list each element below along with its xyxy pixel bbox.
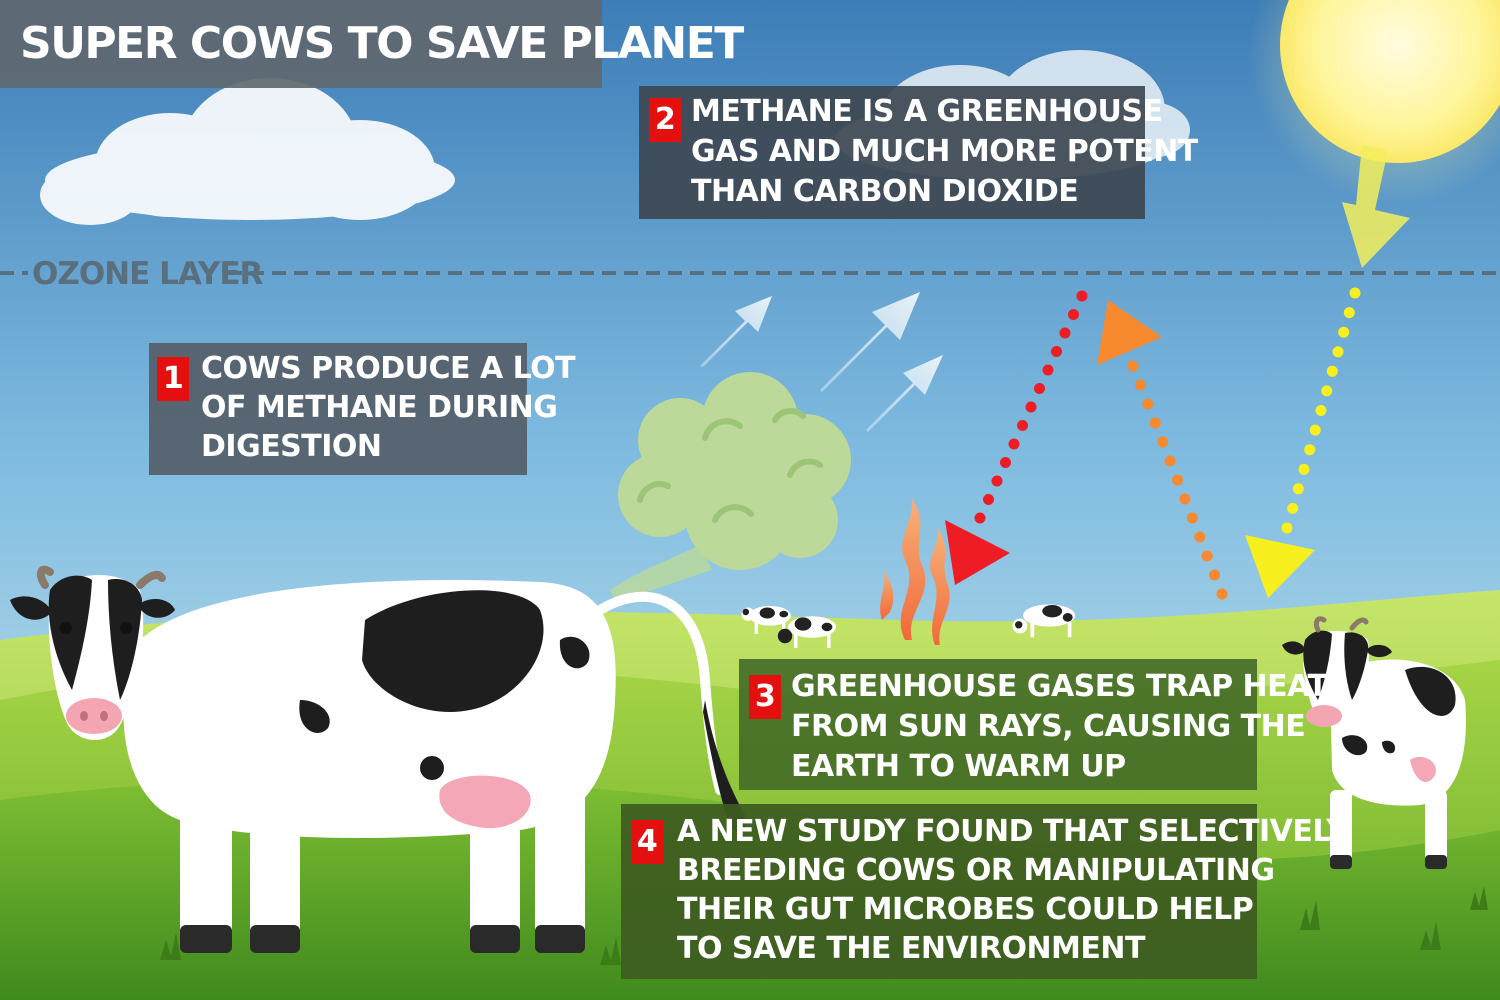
grass-tufts: [160, 886, 1488, 965]
cloud-left-icon: [40, 78, 455, 225]
ray-dot: [1134, 379, 1146, 391]
step-2-line: THAN CARBON DIOXIDE: [691, 174, 1079, 209]
ray-dot: [1338, 326, 1350, 338]
ray-dot: [1179, 493, 1191, 505]
ray-dot: [1034, 383, 1045, 394]
step-4-line: TO SAVE THE ENVIRONMENT: [677, 931, 1145, 966]
step-1-number: 1: [157, 357, 189, 401]
ray-dot: [1000, 457, 1011, 468]
step-3-line: EARTH TO WARM UP: [791, 749, 1126, 784]
ray-dot: [1292, 483, 1304, 495]
orange-arrowhead-icon: [1097, 300, 1162, 365]
step-4-line: A NEW STUDY FOUND THAT SELECTIVELY: [677, 814, 1348, 849]
ray-dot: [1326, 365, 1338, 377]
step-1-line: OF METHANE DURING: [201, 390, 558, 425]
background-cow-icon: [741, 605, 791, 634]
ray-dot: [1194, 531, 1206, 543]
step-4-number: 4: [631, 820, 663, 864]
step-4-line: BREEDING COWS OR MANIPULATING: [677, 853, 1275, 888]
heat-ray-red: [945, 290, 1088, 585]
ozone-layer-label: OZONE LAYER: [32, 256, 263, 292]
reflected-ray-orange: [1097, 300, 1228, 600]
ray-dot: [1164, 455, 1176, 467]
title-banner: SUPER COWS TO SAVE PLANET: [0, 0, 744, 88]
step-1-line: COWS PRODUCE A LOT: [201, 351, 576, 386]
ray-dot: [1201, 550, 1213, 562]
ray-dot: [983, 494, 994, 505]
ray-dot: [1349, 287, 1361, 299]
step-2-text: METHANE IS A GREENHOUSE GAS AND MUCH MOR…: [691, 92, 1198, 212]
sun-ray-yellow: [1245, 145, 1410, 598]
step-4-text: A NEW STUDY FOUND THAT SELECTIVELY BREED…: [677, 812, 1348, 968]
ray-dot: [1298, 463, 1310, 475]
rise-arrow-icon: [866, 355, 943, 432]
ray-dot: [1008, 438, 1020, 450]
ray-dot: [1127, 360, 1139, 372]
ray-dot: [1209, 569, 1221, 581]
ray-dot: [1157, 436, 1169, 448]
step-1-text: COWS PRODUCE A LOT OF METHANE DURING DIG…: [201, 349, 576, 466]
ray-dot: [1076, 290, 1088, 302]
background-cow-icon: [777, 616, 836, 648]
step-3-callout: 3 GREENHOUSE GASES TRAP HEAT FROM SUN RA…: [739, 659, 1328, 790]
ray-dot: [1025, 401, 1037, 413]
page-title: SUPER COWS TO SAVE PLANET: [20, 18, 744, 69]
ray-dot: [1315, 405, 1327, 416]
ray-dot: [1287, 502, 1299, 514]
ray-dot: [1172, 474, 1183, 486]
step-1-line: DIGESTION: [201, 429, 382, 464]
background-cow-icon: [1012, 604, 1076, 638]
ray-dot: [1017, 420, 1028, 431]
sun-ray-arrow-icon: [1342, 145, 1410, 268]
step-3-text: GREENHOUSE GASES TRAP HEAT FROM SUN RAYS…: [791, 667, 1328, 787]
step-3-line: GREENHOUSE GASES TRAP HEAT: [791, 669, 1328, 704]
step-1-callout: 1 COWS PRODUCE A LOT OF METHANE DURING D…: [149, 343, 576, 475]
step-3-number: 3: [749, 675, 781, 719]
yellow-arrowhead-icon: [1245, 535, 1315, 598]
step-2-line: GAS AND MUCH MORE POTENT: [691, 134, 1198, 169]
ray-dot: [1059, 327, 1071, 339]
main-cow-icon: [10, 565, 747, 953]
heat-waves-icon: [880, 498, 950, 645]
rise-arrow-icon: [820, 292, 920, 392]
sun-icon: [1248, 0, 1500, 205]
step-4-callout: 4 A NEW STUDY FOUND THAT SELECTIVELY BRE…: [621, 804, 1348, 979]
methane-cloud-icon: [610, 372, 851, 602]
ray-dot: [974, 512, 986, 524]
ray-dot: [1142, 398, 1154, 410]
methane-rise-arrows: [700, 292, 943, 432]
step-2-number: 2: [649, 98, 681, 142]
right-cow-icon: [1282, 616, 1466, 869]
ray-dot: [1068, 309, 1079, 320]
ray-dot: [1216, 588, 1228, 600]
step-4-line: THEIR GUT MICROBES COULD HELP: [677, 892, 1254, 927]
ray-dot: [1304, 444, 1316, 456]
ray-dot: [1042, 364, 1054, 376]
ray-dot: [1332, 346, 1344, 358]
step-3-line: FROM SUN RAYS, CAUSING THE: [791, 709, 1306, 744]
rise-arrow-icon: [700, 296, 772, 367]
ray-dot: [991, 475, 1003, 487]
ray-dot: [1309, 424, 1321, 436]
ray-dot: [1321, 385, 1333, 397]
red-arrowhead-icon: [945, 520, 1010, 585]
ray-dot: [1343, 307, 1355, 319]
ray-dot: [1281, 522, 1293, 534]
step-2-callout: 2 METHANE IS A GREENHOUSE GAS AND MUCH M…: [639, 86, 1198, 219]
step-2-line: METHANE IS A GREENHOUSE: [691, 94, 1163, 129]
ray-dot: [1149, 417, 1161, 429]
ray-dot: [1051, 346, 1062, 357]
ray-dot: [1186, 512, 1198, 524]
